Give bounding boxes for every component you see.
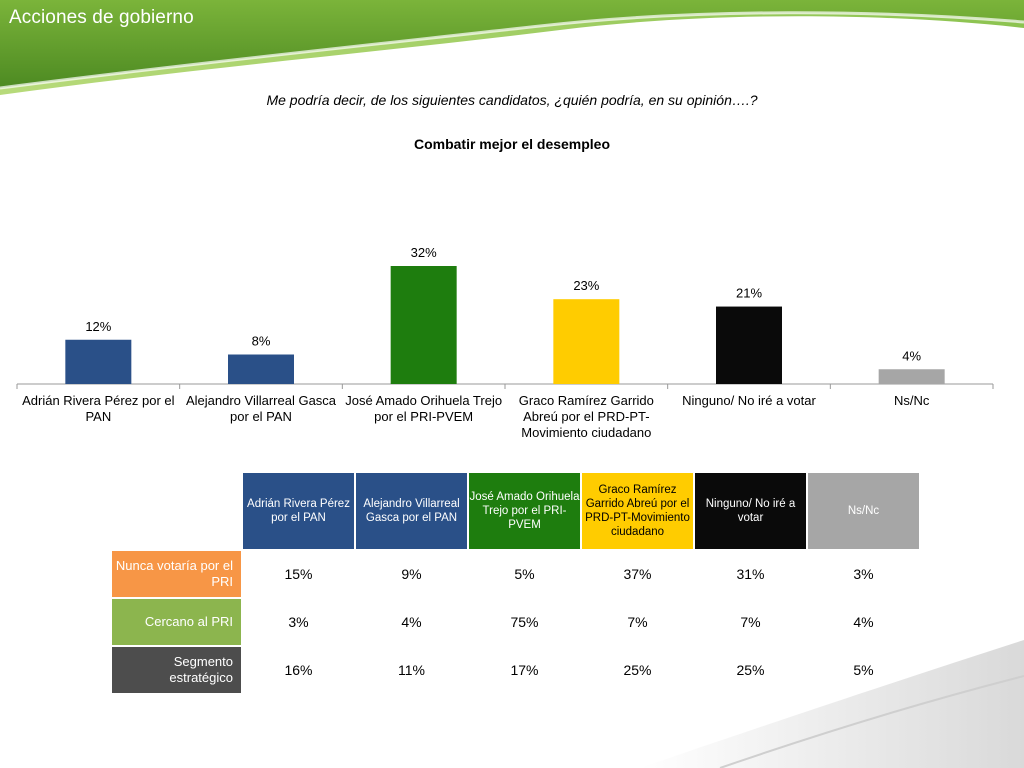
table-cell: 7%: [627, 614, 648, 630]
table-row: Nunca votaría por el PRI 15% 9% 5% 37% 31% 3%: [112, 551, 919, 597]
column-header: Alejandro Villarreal Gasca por el PAN: [356, 473, 467, 549]
category-label: Ninguno/ No iré a votar: [682, 393, 816, 408]
data-label: 21%: [736, 286, 762, 301]
table-cell: 16%: [284, 662, 313, 678]
bar: [553, 299, 620, 384]
table-cell: 75%: [510, 614, 539, 630]
table-cell: 7%: [740, 614, 761, 630]
table-corner: [112, 473, 241, 549]
category-label: José Amado Orihuela Trejo por el PRI-PVE…: [345, 393, 503, 424]
data-label: 32%: [411, 245, 437, 260]
table-cell: 5%: [514, 566, 535, 582]
chart-title: Combatir mejor el desempleo: [413, 136, 611, 152]
table-cell: 9%: [401, 566, 422, 582]
table-cell: 37%: [623, 566, 652, 582]
bar: [228, 354, 294, 384]
bar: [65, 339, 132, 384]
category-label: Alejandro Villarreal Gasca por el PAN: [185, 393, 337, 424]
table-cell: 25%: [623, 662, 652, 678]
survey-question: Me podría decir, de los siguientes candi…: [266, 92, 758, 108]
table-cell: 15%: [284, 566, 313, 582]
column-header: Ninguno/ No iré a votar: [695, 473, 806, 549]
data-label: 4%: [902, 348, 921, 363]
table-row: Cercano al PRI 3% 4% 75% 7% 7% 4%: [112, 599, 919, 645]
table-cell: 25%: [736, 662, 765, 678]
category-label: Ns/Nc: [893, 393, 930, 408]
segment-table: Adrián Rivera Pérez por el PAN Alejandro …: [110, 473, 921, 693]
bar: [878, 369, 945, 384]
data-label: 23%: [573, 278, 599, 293]
table-row: Segmento estratégico 16% 11% 17% 25% 25% 5%: [112, 647, 919, 693]
row-header: Segmento estratégico: [112, 647, 241, 693]
table-cell: 3%: [853, 566, 874, 582]
column-header: Ns/Nc: [808, 473, 919, 549]
row-header: Cercano al PRI: [112, 599, 241, 645]
column-header: Adrián Rivera Pérez por el PAN: [243, 473, 354, 549]
bar-chart: 12% 8% 32% 23% 21% 4%: [16, 245, 994, 389]
category-label: Adrián Rivera Pérez por el PAN: [22, 393, 175, 424]
category-label: Graco Ramírez Garrido Abreú por el PRD-P…: [518, 393, 654, 440]
table-cell: 3%: [288, 614, 309, 630]
table-cell: 4%: [853, 614, 874, 630]
bar: [390, 266, 457, 384]
column-header: José Amado Orihuela Trejo por el PRI-PVE…: [469, 473, 580, 549]
column-header: Graco Ramírez Garrido Abreú por el PRD-P…: [582, 473, 693, 549]
data-label: 12%: [85, 319, 111, 334]
row-header: Nunca votaría por el PRI: [112, 551, 241, 597]
bar: [716, 306, 782, 384]
table-cell: 11%: [398, 662, 425, 678]
table-cell: 5%: [853, 662, 874, 678]
table-cell: 17%: [510, 662, 539, 678]
table-cell: 31%: [736, 566, 765, 582]
table-cell: 4%: [401, 614, 422, 630]
data-label: 8%: [252, 334, 271, 349]
slide-title: Acciones de gobierno: [9, 7, 194, 28]
